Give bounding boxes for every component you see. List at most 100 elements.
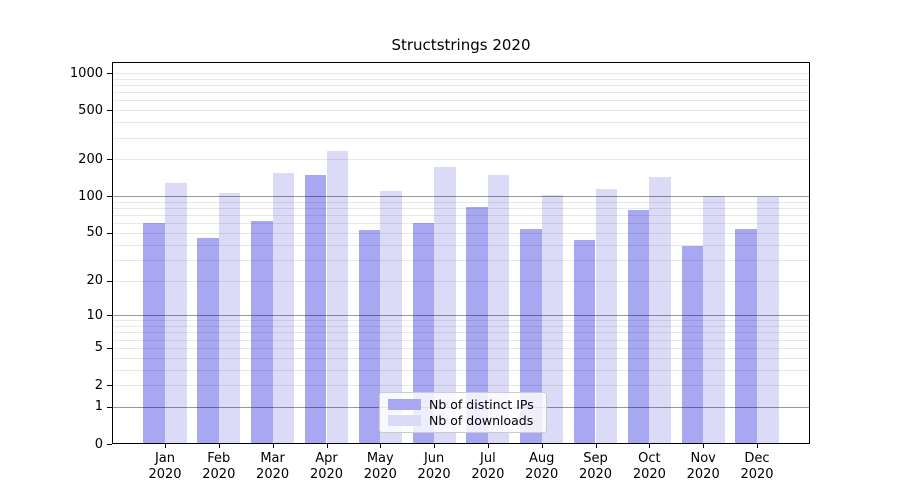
gridline-minor bbox=[112, 201, 810, 203]
y-tick-mark bbox=[107, 347, 112, 349]
gridline-minor bbox=[112, 369, 810, 371]
gridline-minor bbox=[112, 137, 810, 139]
gridline-minor bbox=[112, 215, 810, 217]
x-tick-label: Jun 2020 bbox=[417, 451, 451, 482]
bar-distinct-ips-aug-2020 bbox=[520, 228, 542, 444]
x-tick-label: Aug 2020 bbox=[525, 451, 559, 482]
x-tick-label: Jul 2020 bbox=[471, 451, 505, 482]
bar-downloads-feb-2020 bbox=[218, 192, 241, 444]
x-tick-mark bbox=[703, 444, 705, 448]
y-tick-mark bbox=[107, 444, 112, 445]
legend-label-distinct-ips: Nb of distinct IPs bbox=[429, 396, 534, 412]
bar-downloads-dec-2020 bbox=[757, 197, 779, 444]
gridline-minor bbox=[112, 385, 810, 386]
y-tick-label: 2 bbox=[94, 377, 103, 393]
gridline-minor bbox=[112, 332, 810, 334]
bar-distinct-ips-feb-2020 bbox=[197, 238, 219, 444]
bar-distinct-ips-mar-2020 bbox=[251, 220, 273, 444]
bar-downloads-jul-2020 bbox=[487, 174, 510, 444]
chart-title: Structstrings 2020 bbox=[391, 36, 531, 54]
gridline-minor bbox=[112, 347, 810, 349]
x-tick-mark bbox=[326, 444, 328, 448]
x-tick-mark bbox=[487, 444, 489, 448]
x-tick-label: May 2020 bbox=[363, 451, 397, 482]
y-tick-label: 500 bbox=[78, 102, 103, 118]
gridline-minor bbox=[112, 159, 810, 161]
y-tick-label: 20 bbox=[86, 273, 103, 288]
bar-downloads-aug-2020 bbox=[541, 194, 564, 444]
gridline-minor bbox=[112, 100, 810, 102]
bar-downloads-apr-2020 bbox=[326, 151, 349, 444]
gridline-minor bbox=[112, 208, 810, 209]
bar-distinct-ips-nov-2020 bbox=[681, 245, 704, 444]
y-tick-mark bbox=[107, 315, 112, 317]
bar-downloads-may-2020 bbox=[380, 190, 402, 444]
bar-distinct-ips-may-2020 bbox=[358, 229, 381, 444]
bar-downloads-jan-2020 bbox=[165, 182, 187, 444]
y-tick-mark bbox=[107, 280, 112, 282]
y-tick-label: 1000 bbox=[69, 65, 103, 81]
gridline-minor bbox=[112, 92, 810, 94]
y-tick-mark bbox=[107, 385, 112, 386]
gridline-minor bbox=[112, 85, 810, 86]
gridline-minor bbox=[112, 259, 810, 261]
y-tick-label: 5 bbox=[94, 340, 103, 356]
legend-item-distinct-ips: Nb of distinct IPs bbox=[380, 397, 546, 412]
y-tick-mark bbox=[107, 159, 112, 161]
x-tick-mark bbox=[380, 444, 382, 448]
bar-distinct-ips-oct-2020 bbox=[627, 210, 650, 444]
gridline-minor bbox=[112, 223, 810, 225]
gridline-minor bbox=[112, 110, 810, 112]
bar-downloads-nov-2020 bbox=[703, 196, 725, 444]
x-tick-mark bbox=[434, 444, 436, 448]
x-tick-label: Jan 2020 bbox=[148, 451, 182, 482]
legend-item-downloads: Nb of downloads bbox=[380, 413, 546, 428]
x-tick-mark bbox=[649, 444, 651, 448]
gridline-minor bbox=[112, 122, 810, 124]
x-tick-mark bbox=[165, 444, 166, 448]
legend-swatch-downloads bbox=[388, 415, 421, 427]
x-tick-label: Feb 2020 bbox=[202, 451, 236, 482]
gridline-major bbox=[112, 315, 810, 317]
bar-downloads-jun-2020 bbox=[434, 167, 456, 444]
bar-distinct-ips-sep-2020 bbox=[573, 239, 596, 444]
x-tick-mark bbox=[218, 444, 220, 448]
y-tick-mark bbox=[107, 73, 112, 74]
x-tick-label: Oct 2020 bbox=[632, 451, 666, 482]
x-tick-label: Apr 2020 bbox=[309, 451, 344, 482]
gridline-minor bbox=[112, 232, 810, 234]
bar-distinct-ips-jun-2020 bbox=[412, 223, 435, 444]
gridline-major bbox=[112, 196, 810, 198]
y-tick-mark bbox=[107, 232, 112, 234]
bar-distinct-ips-jan-2020 bbox=[143, 223, 165, 444]
gridline-minor bbox=[112, 339, 810, 341]
y-tick-mark bbox=[107, 196, 112, 198]
x-tick-mark bbox=[595, 444, 597, 448]
gridline-minor bbox=[112, 320, 810, 322]
bar-downloads-sep-2020 bbox=[595, 189, 618, 444]
legend-label-downloads: Nb of downloads bbox=[429, 413, 534, 429]
x-tick-label: Nov 2020 bbox=[686, 451, 720, 482]
gridline-minor bbox=[112, 326, 810, 327]
bar-downloads-oct-2020 bbox=[649, 177, 671, 444]
y-tick-label: 50 bbox=[86, 225, 103, 241]
gridline-minor bbox=[112, 73, 810, 74]
y-tick-label: 1 bbox=[94, 399, 103, 415]
bar-distinct-ips-dec-2020 bbox=[735, 228, 757, 444]
y-tick-mark bbox=[107, 406, 112, 408]
legend: Nb of distinct IPs Nb of downloads bbox=[379, 392, 547, 433]
bar-distinct-ips-apr-2020 bbox=[304, 174, 327, 444]
x-tick-mark bbox=[272, 444, 274, 448]
y-tick-label: 200 bbox=[78, 151, 103, 167]
gridline-minor bbox=[112, 280, 810, 282]
x-tick-label: Mar 2020 bbox=[256, 451, 290, 482]
gridline-minor bbox=[112, 244, 810, 246]
x-tick-label: Dec 2020 bbox=[740, 451, 774, 482]
y-tick-label: 100 bbox=[78, 188, 103, 204]
gridline-minor bbox=[112, 78, 810, 80]
x-tick-label: Sep 2020 bbox=[578, 451, 613, 482]
gridline-minor bbox=[112, 357, 810, 359]
legend-swatch-distinct-ips bbox=[388, 398, 421, 410]
y-tick-label: 0 bbox=[94, 436, 103, 452]
